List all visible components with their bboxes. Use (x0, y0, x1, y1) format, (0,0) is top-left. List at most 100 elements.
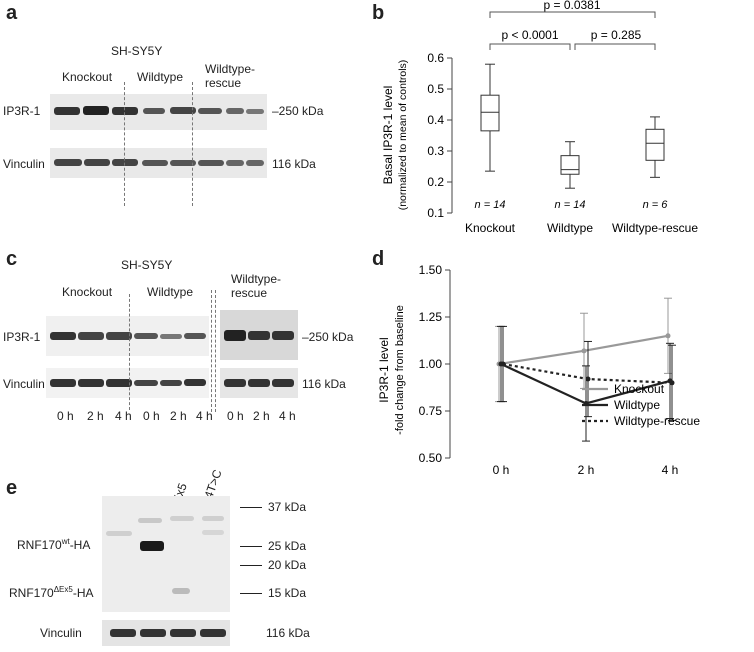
x-tick-label: 0 h (493, 463, 510, 475)
y-tick-label: 1.50 (419, 263, 443, 277)
boxplot-b: p = 0.0381 p < 0.0001 p = 0.285 Basal IP… (381, 0, 698, 235)
panel-letter-c: c (6, 248, 18, 270)
band (54, 159, 82, 166)
blot-e-vinculin (102, 620, 230, 646)
blot-c-ip3r1-right (220, 310, 298, 360)
x-tick-label: 4 h (662, 463, 679, 475)
band (54, 107, 80, 115)
band (272, 379, 294, 387)
lane-divider (129, 294, 130, 410)
y-axis-label-2: -fold change from baseline (394, 305, 406, 435)
box (480, 94, 500, 132)
blot-c-vinculin-right (220, 368, 298, 398)
lane-divider (211, 290, 212, 412)
marker-tick (240, 507, 262, 508)
timepoint-label: 4 h (196, 409, 213, 423)
marker-label-25: 25 kDa (268, 539, 307, 553)
marker-tick (240, 593, 262, 594)
band (200, 629, 226, 637)
data-point (665, 333, 671, 339)
y-tick-label: 0.50 (419, 451, 443, 465)
band (246, 160, 264, 166)
lane-divider (215, 290, 216, 412)
linechart-d: IP3R-1 level -fold change from baseline … (377, 263, 700, 475)
comparison-bracket (574, 43, 656, 50)
box (560, 155, 580, 175)
band (170, 516, 194, 521)
y-tick-label: 0.4 (427, 113, 444, 127)
band (106, 531, 132, 536)
x-category-label: Wildtype-rescue (612, 221, 698, 235)
row-label-vinculin: Vinculin (3, 377, 45, 391)
timepoint-label: 4 h (115, 409, 132, 423)
y-axis-label: IP3R-1 level (377, 337, 391, 402)
band (224, 330, 246, 341)
y-tick-label: 0.1 (427, 206, 444, 220)
marker-label-20: 20 kDa (268, 558, 307, 572)
panel-letter-b: b (372, 2, 385, 24)
p-value-label: p = 0.0381 (543, 0, 600, 12)
size-label-116: 116 kDa (272, 157, 316, 171)
panel-letter-d: d (372, 248, 385, 270)
row-label-ip3r1: IP3R-1 (3, 330, 41, 344)
group-label-wildtype: Wildtype (147, 285, 194, 299)
data-point (581, 348, 587, 354)
band (112, 107, 138, 115)
marker-tick (240, 546, 262, 547)
band (198, 108, 222, 114)
y-tick-label: 0.6 (427, 51, 444, 65)
band (112, 159, 138, 166)
y-tick-label: 1.25 (419, 310, 443, 324)
marker-label-15: 15 kDa (268, 586, 307, 600)
panel-letter-a: a (6, 2, 18, 24)
band (248, 331, 270, 340)
band (202, 516, 224, 521)
band (134, 380, 158, 386)
band (226, 160, 244, 166)
x-category-label: Wildtype (547, 221, 593, 235)
timepoint-label: 2 h (170, 409, 187, 423)
cell-line-label: SH-SY5Y (121, 258, 173, 272)
band (184, 333, 206, 339)
band (106, 379, 132, 387)
band (170, 107, 196, 114)
band (78, 379, 104, 387)
band (172, 588, 190, 594)
timepoint-label: 0 h (143, 409, 160, 423)
comparison-bracket (489, 43, 571, 50)
y-tick-label: 0.2 (427, 175, 444, 189)
data-point (669, 380, 675, 386)
band (78, 332, 104, 340)
y-tick-label: 1.00 (419, 357, 443, 371)
band (170, 160, 196, 166)
band (50, 379, 76, 387)
marker-label-37: 37 kDa (268, 500, 307, 514)
band (142, 160, 168, 166)
timepoint-label: 2 h (87, 409, 104, 423)
lane-divider (192, 82, 193, 206)
band (170, 629, 196, 637)
band (160, 380, 182, 386)
legend-label: Wildtype-rescue (614, 414, 700, 428)
row-label-vinculin: Vinculin (40, 626, 82, 640)
n-label: n = 6 (643, 199, 669, 211)
data-point (500, 361, 506, 367)
band (224, 379, 246, 387)
band (246, 109, 264, 114)
band (143, 108, 165, 114)
cell-line-label: SH-SY5Y (111, 44, 163, 58)
size-label-116: 116 kDa (266, 626, 310, 640)
y-tick-label: 0.5 (427, 82, 444, 96)
band (138, 518, 162, 523)
band-label-rnf170-wt: RNF170wt-HA (17, 537, 91, 552)
data-point (585, 376, 591, 382)
y-tick-label: 0.75 (419, 404, 443, 418)
band (226, 108, 244, 114)
band-label-rnf170-dex5: RNF170ΔEx5-HA (9, 585, 94, 600)
x-category-label: Knockout (465, 221, 516, 235)
timepoint-label: 2 h (253, 409, 270, 423)
blot-a-ip3r1 (50, 94, 267, 130)
size-label-116: 116 kDa (302, 377, 346, 391)
band (140, 541, 164, 551)
panel-letter-e: e (6, 477, 18, 499)
